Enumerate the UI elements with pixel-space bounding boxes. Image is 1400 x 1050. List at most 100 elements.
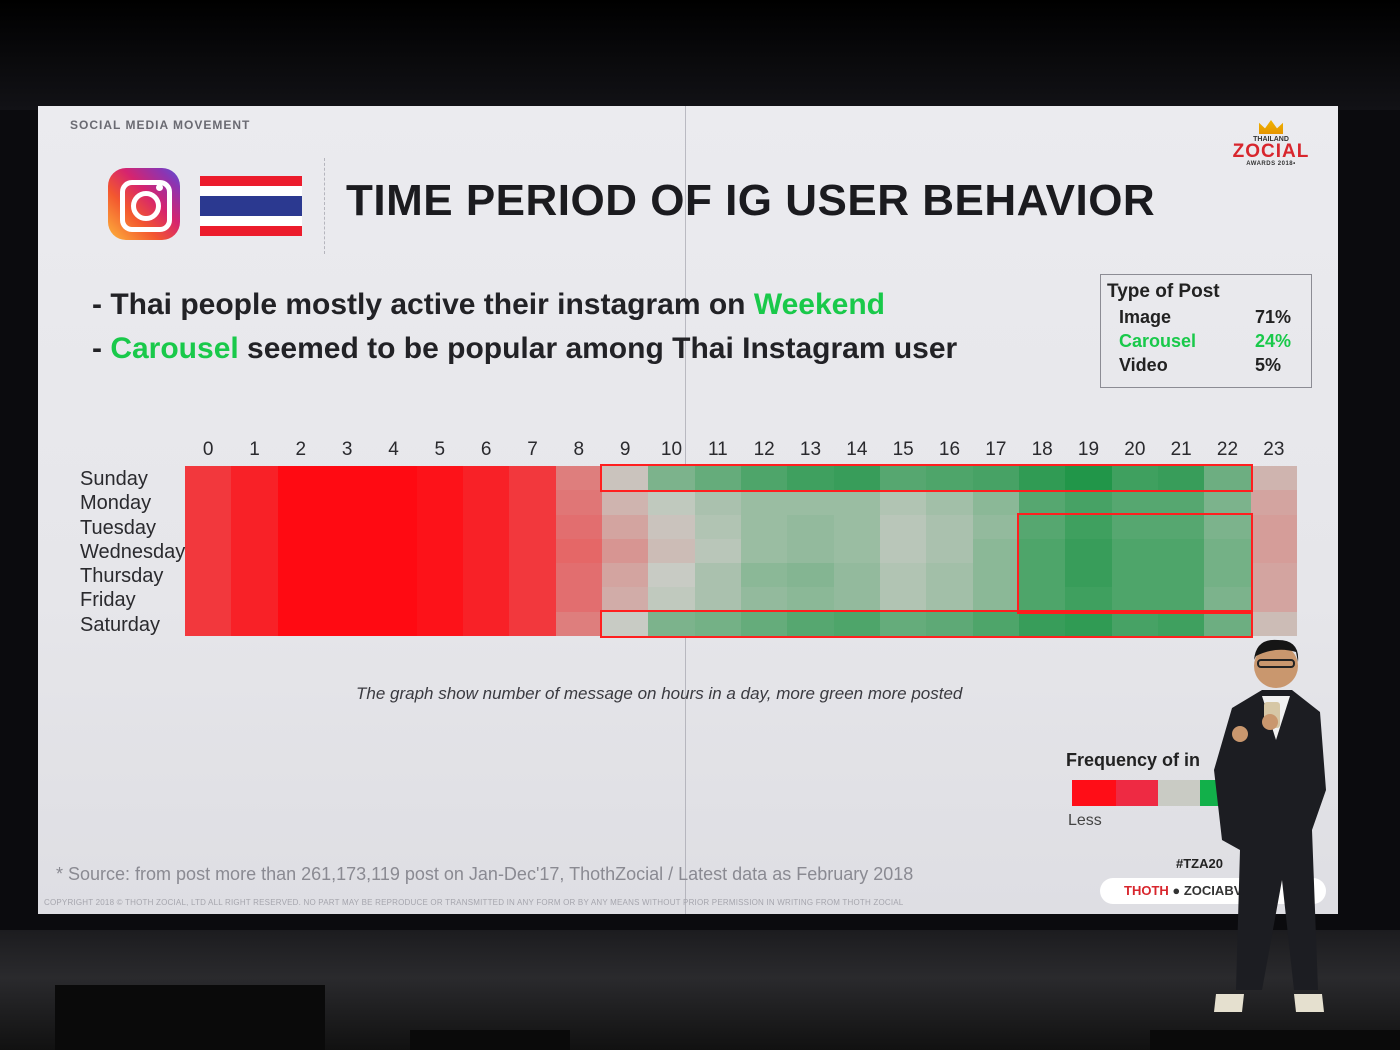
award-line-2: ZOCIAL [1232,141,1310,162]
heatmap-cell [370,611,418,637]
heatmap-cell [463,490,510,516]
heatmap-cell [324,611,371,637]
heatmap-cell [555,611,603,637]
heatmap-cell [880,466,927,491]
stage-speaker-right [1150,1030,1400,1050]
hour-tick-label: 0 [202,439,214,460]
highlight-region-box [600,464,1253,493]
heatmap-cell [926,538,974,564]
day-tick-label: Thursday [80,565,164,588]
heatmap-cell [972,514,1020,540]
heatmap-cell [1158,538,1205,564]
stage-speaker-left [55,985,325,1050]
heatmap-cell [648,563,696,588]
legend-swatch-green [1200,780,1230,806]
heatmap-cell [787,587,835,613]
heatmap-cell [463,611,510,637]
heatmap-cell [1019,538,1066,564]
footer-brand-zocial: ● ZOCIA [1168,883,1225,898]
heatmap-cell [602,563,649,588]
heatmap-cell [1065,466,1113,491]
heatmap-cell [1019,490,1066,516]
heatmap-cell [694,514,742,540]
heatmap-cell [185,587,232,613]
heatmap-cell [833,611,881,637]
heatmap-grid [185,464,1298,638]
day-tick-label: Tuesday [80,516,156,539]
heatmap-cell [972,538,1020,564]
heatmap-cell [694,538,742,564]
heatmap-cell [602,587,649,613]
bullet-carousel-highlight: Carousel [110,332,239,365]
bullet-carousel-dash: - [92,332,111,365]
heatmap-cell [1204,490,1252,516]
hour-tick-label: 13 [799,439,822,460]
heatmap-cell [324,466,371,491]
legend-swatch-grey [1158,780,1200,806]
heatmap-cell [1250,538,1298,564]
heatmap-cell [509,490,557,516]
award-line-1: THAILAND [1253,136,1289,143]
heatmap-cell [694,490,742,516]
heatmap-cell [833,490,881,516]
heatmap-cell [1158,611,1205,637]
heatmap-cell [926,490,974,516]
hour-tick-label: 23 [1263,439,1285,460]
heatmap-cell [1111,538,1159,564]
heatmap-cell [602,611,649,637]
heatmap-cell [1019,563,1066,588]
highlight-region-box [1017,512,1253,614]
hour-tick-label: 21 [1170,439,1192,460]
header-divider [324,158,326,254]
heatmap-cell [1204,514,1252,540]
heatmap-cell [1111,611,1159,637]
heatmap-cell [972,611,1020,637]
heatmap-cell [463,563,510,588]
heatmap-cell [1158,514,1205,540]
heatmap-cell [1204,538,1252,564]
heatmap-cell [370,587,418,613]
heatmap-cell [787,490,835,516]
heatmap-cell [880,490,927,516]
heatmap-cell [277,466,325,491]
heatmap-cell [416,538,464,564]
heatmap-cell [509,587,557,613]
heatmap-cell [324,563,371,588]
heatmap-cell [1158,587,1205,613]
heatmap-cell [416,490,464,516]
heatmap-cell [555,490,603,516]
highlight-region-box [600,609,1253,638]
heatmap-cell [463,587,510,613]
heatmap-cell [833,466,881,491]
heatmap-cell [880,514,927,540]
hour-tick-label: 5 [434,439,446,460]
heatmap-cell [370,563,418,588]
heatmap-cell [1111,563,1159,588]
hour-tick-label: 18 [1031,439,1053,460]
type-value: 71% [1255,307,1292,327]
heatmap-cell [972,563,1020,588]
heatmap-cell [648,514,696,540]
heatmap-cell [509,514,557,540]
heatmap-cell [1250,466,1298,491]
heatmap-cell [926,466,974,491]
type-value: 24% [1255,331,1292,351]
heatmap-cell [277,538,325,564]
heatmap-cell [1250,514,1298,540]
hour-tick-label: 20 [1124,439,1146,460]
type-row-image: Image 71% [1119,307,1299,328]
heatmap-cell [185,466,232,491]
hour-tick-label: 15 [892,439,914,460]
hour-tick-label: 12 [753,439,775,460]
heatmap-cell [694,466,742,491]
heatmap-cell [602,538,649,564]
heatmap-cell [370,490,418,516]
heatmap-cell [509,538,557,564]
heatmap-cell [787,466,835,491]
heatmap-cell [1111,587,1159,613]
heatmap-cell [370,514,418,540]
venue-ceiling [0,0,1400,110]
heatmap-cell [787,514,835,540]
heatmap-cell [1111,514,1159,540]
heatmap-cell [509,563,557,588]
